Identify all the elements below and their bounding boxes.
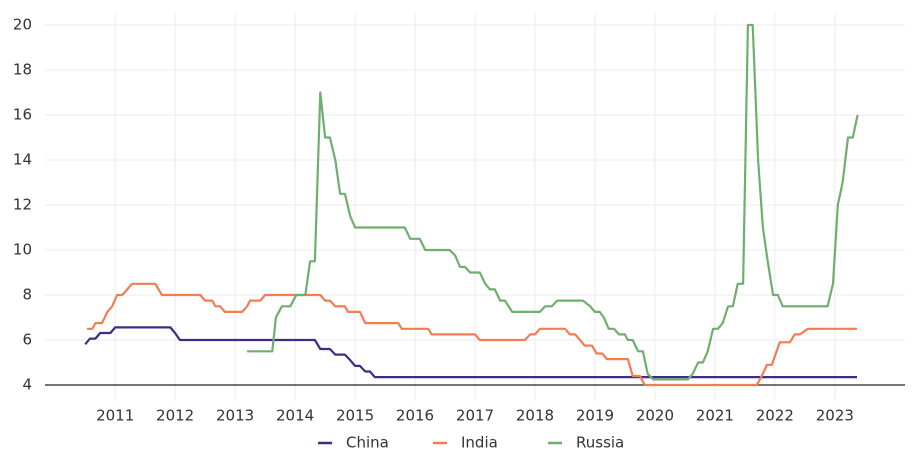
series-line <box>84 326 857 379</box>
y-tick-label: 8 <box>22 286 32 304</box>
y-tick-label: 20 <box>13 16 32 34</box>
x-tick-label: 2015 <box>336 407 374 425</box>
y-tick-label: 16 <box>13 106 32 124</box>
y-tick-label: 6 <box>22 331 32 349</box>
legend-label: China <box>346 434 389 452</box>
x-tick-label: 2022 <box>756 407 794 425</box>
legend-label: Russia <box>576 434 624 452</box>
x-tick-label: 2017 <box>456 407 494 425</box>
x-tick-label: 2016 <box>396 407 434 425</box>
y-tick-label: 12 <box>13 196 32 214</box>
x-tick-label: 2020 <box>636 407 674 425</box>
y-tick-label: 4 <box>22 376 32 394</box>
legend-label: India <box>461 434 498 452</box>
x-tick-label: 2023 <box>816 407 854 425</box>
y-tick-label: 10 <box>13 241 32 259</box>
x-tick-label: 2011 <box>96 407 134 425</box>
x-tick-label: 2019 <box>576 407 614 425</box>
series-line <box>247 23 859 381</box>
y-tick-label: 14 <box>13 151 32 169</box>
x-tick-label: 2021 <box>696 407 734 425</box>
x-tick-label: 2013 <box>216 407 254 425</box>
x-tick-label: 2012 <box>156 407 194 425</box>
x-tick-label: 2014 <box>276 407 314 425</box>
series-line <box>87 282 857 387</box>
x-tick-label: 2018 <box>516 407 554 425</box>
y-tick-label: 18 <box>13 61 32 79</box>
